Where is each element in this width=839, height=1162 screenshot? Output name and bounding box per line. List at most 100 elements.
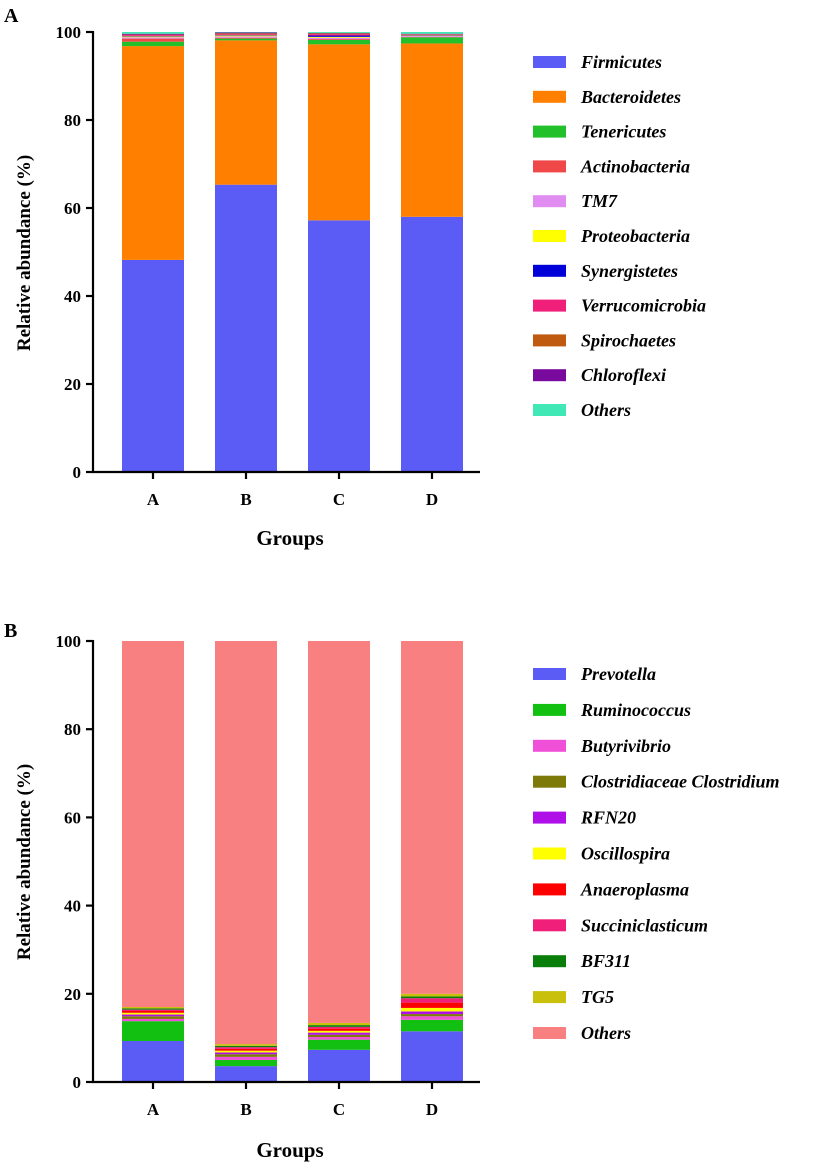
panel-a-legend-swatch-firmicutes	[533, 56, 566, 68]
panel-b-legend-swatch-prevotella	[533, 668, 566, 680]
panel-b-bar-a-prevotella	[122, 1040, 184, 1082]
panel-a-legend-swatch-tm7	[533, 195, 566, 208]
panel-b-legend: Prevotella Ruminococcus Butyrivibrio Clostr…	[533, 664, 780, 1043]
panel-a-bar-c-bacteroidetes	[308, 44, 370, 221]
panel-b-legend-label-succiniclasticum: Succiniclasticum	[581, 915, 708, 935]
panel-b-bar-d-succiniclasticum	[401, 998, 463, 1003]
panel-b-bar-b-rfn20	[215, 1052, 277, 1055]
panel-a-bars	[122, 32, 463, 472]
panel-b-bar-c-prevotella	[308, 1049, 370, 1082]
panel-b-y-tick-label-80: 80	[64, 720, 81, 739]
panel-a-legend-label-firmicutes: Firmicutes	[580, 52, 662, 72]
panel-b-bar-b-prevotella	[215, 1066, 277, 1082]
panel-a-y-axis-label: Relative abundance (%)	[14, 155, 35, 351]
panel-a-bar-c-verrucomicrobia	[308, 34, 370, 36]
panel-b-bar-a-butyrivibrio	[122, 1018, 184, 1022]
panel-b-bar-c-ruminococcus	[308, 1039, 370, 1050]
panel-a-bar-b-firmicutes	[215, 184, 277, 472]
panel-b-bar-d-oscillospira	[401, 1007, 463, 1012]
panel-a-x-tick-label-d: D	[426, 490, 438, 509]
panel-b-legend-swatch-clostridiaceae-clostridium	[533, 775, 566, 788]
panel-a-y-tick-label-20: 20	[64, 375, 81, 394]
panel-b-bar-c-tg5	[308, 1022, 370, 1026]
panel-b-legend-swatch-ruminococcus	[533, 703, 566, 716]
panel-b-bar-b-clostridiaceae-clostridium	[215, 1054, 277, 1057]
panel-a-bar-c-firmicutes	[308, 220, 370, 472]
panel-b-bar-d-butyrivibrio	[401, 1016, 463, 1020]
panel-b-legend-swatch-anaeroplasma	[533, 883, 566, 896]
panel-b-bar-a-others	[122, 641, 184, 1008]
panel-a-chart: A Relative abundance (%) Groups A B C D 0 20 4…	[4, 5, 706, 550]
panel-a-legend-label-proteobacteria: Proteobacteria	[580, 226, 690, 246]
panel-b-ticks: A B C D 0 20 40 60 80 100	[56, 632, 480, 1119]
panel-b-bar-c-succiniclasticum	[308, 1026, 370, 1029]
panel-b-bar-a-anaeroplasma	[122, 1010, 184, 1013]
panel-b-y-tick-label-20: 20	[64, 985, 81, 1004]
panel-a-bar-d-tenericutes	[401, 37, 463, 44]
panel-b-bar-d-bf311	[401, 996, 463, 999]
panel-a-legend-label-spirochaetes: Spirochaetes	[581, 330, 676, 350]
panel-a-legend-swatch-actinobacteria	[533, 160, 566, 173]
panel-a-legend-label-actinobacteria: Actinobacteria	[580, 156, 690, 176]
panel-b-x-tick-label-a: A	[147, 1100, 160, 1119]
panel-b-legend-label-anaeroplasma: Anaeroplasma	[580, 879, 689, 899]
panel-a-legend-label-tenericutes: Tenericutes	[581, 122, 666, 142]
panel-b-bar-c-anaeroplasma	[308, 1028, 370, 1031]
panel-a-bar-b-bacteroidetes	[215, 40, 277, 185]
panel-a-letter: A	[4, 5, 19, 27]
panel-b-bar-b-bf311	[215, 1045, 277, 1048]
panel-b-bar-d-others	[401, 641, 463, 994]
panel-a-y-tick-label-0: 0	[73, 463, 82, 482]
panel-a-x-axis-label: Groups	[256, 526, 323, 550]
panel-b-y-tick-label-40: 40	[64, 897, 81, 916]
panel-b-bar-a-clostridiaceae-clostridium	[122, 1016, 184, 1019]
panel-b-legend-swatch-tg5	[533, 991, 566, 1004]
panel-a-bar-c-actinobacteria	[308, 39, 370, 40]
panel-b-letter: B	[4, 620, 17, 642]
panel-a-bar-a-proteobacteria	[122, 36, 184, 38]
panel-b-bar-a-succiniclasticum	[122, 1009, 184, 1011]
panel-a-bar-a-verrucomicrobia	[122, 35, 184, 36]
panel-a-legend-label-chloroflexi: Chloroflexi	[581, 365, 666, 385]
panel-b-legend-label-oscillospira: Oscillospira	[581, 844, 670, 864]
panel-a-legend-label-bacteroidetes: Bacteroidetes	[580, 87, 681, 107]
panel-a-bar-b-tenericutes	[215, 38, 277, 41]
panel-b-y-axis-label: Relative abundance (%)	[14, 764, 35, 960]
panel-a-legend-label-verrucomicrobia: Verrucomicrobia	[581, 296, 706, 316]
panel-a-bar-c-proteobacteria	[308, 36, 370, 38]
panel-a-legend-swatch-tenericutes	[533, 125, 566, 138]
panel-a-bar-a-bacteroidetes	[122, 46, 184, 260]
panel-a-bar-c-tenericutes	[308, 39, 370, 45]
panel-a-bar-b-verrucomicrobia	[215, 34, 277, 36]
panel-b-bar-c-clostridiaceae-clostridium	[308, 1034, 370, 1038]
panel-b-chart: B Relative abundance (%) Groups A B C D 0 20 4…	[4, 620, 780, 1162]
panel-a-ticks: A B C D 0 20 40 60 80 100	[56, 23, 480, 509]
panel-b-legend-swatch-rfn20	[533, 811, 566, 824]
panel-b-bar-d-tg5	[401, 993, 463, 997]
panel-b-bar-b-tg5	[215, 1044, 277, 1046]
panel-b-legend-label-clostridiaceae-clostridium: Clostridiaceae Clostridium	[581, 772, 780, 792]
panel-a-y-tick-label-100: 100	[56, 23, 82, 42]
panel-b-y-tick-label-60: 60	[64, 808, 81, 827]
panel-b-bar-d-rfn20	[401, 1011, 463, 1015]
panel-b-x-tick-label-b: B	[240, 1100, 251, 1119]
panel-b-legend-label-ruminococcus: Ruminococcus	[580, 700, 691, 720]
panel-b-legend-swatch-others	[533, 1027, 566, 1039]
panel-a-legend-swatch-spirochaetes	[533, 334, 566, 347]
panel-a-bar-c-others	[308, 32, 370, 33]
panel-a-legend-swatch-proteobacteria	[533, 230, 566, 242]
panel-b-bar-a-tg5	[122, 1007, 184, 1009]
panel-b-bar-c-bf311	[308, 1025, 370, 1027]
panel-a-bar-d-firmicutes	[401, 216, 463, 472]
panel-b-bar-c-butyrivibrio	[308, 1037, 370, 1040]
panel-b-bar-c-rfn20	[308, 1032, 370, 1035]
panel-b-y-tick-label-100: 100	[56, 632, 82, 651]
panel-b-bar-d-anaeroplasma	[401, 1002, 463, 1008]
panel-a-bar-a-chloroflexi	[122, 33, 184, 35]
panel-a-bar-c-spirochaetes	[308, 33, 370, 35]
panel-a-x-tick-label-a: A	[147, 490, 160, 509]
panel-b-y-tick-label-0: 0	[73, 1073, 82, 1092]
panel-b-bar-a-oscillospira	[122, 1012, 184, 1015]
panel-a-legend-label-tm7: TM7	[581, 191, 618, 211]
panel-a-y-tick-label-60: 60	[64, 199, 81, 218]
